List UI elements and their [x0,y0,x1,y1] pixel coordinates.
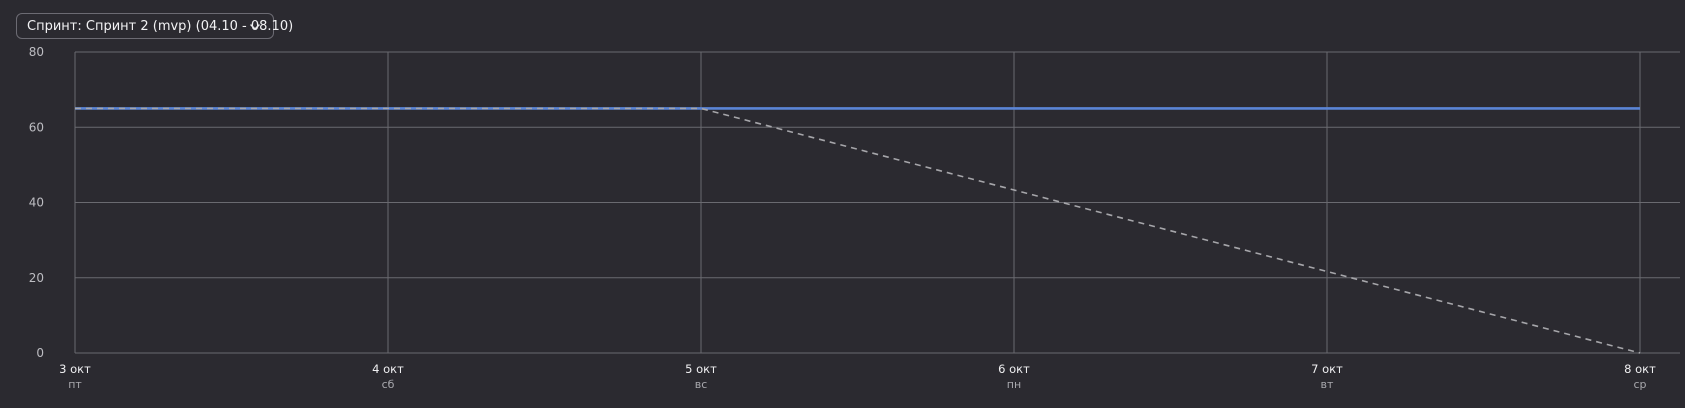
x-tick-date: 5 окт [685,362,717,376]
x-tick-date: 7 окт [1311,362,1343,376]
sprint-select-label: Спринт: Спринт 2 (mvp) (04.10 - 08.10) [27,18,294,34]
ideal-burndown-line [75,107,1641,354]
x-tick-day: ср [1633,378,1646,391]
y-tick-label: 0 [36,346,44,360]
x-tick-date: 4 окт [372,362,404,376]
x-tick-date: 8 окт [1624,362,1656,376]
x-tick-day: вт [1321,378,1334,391]
x-tick-day: пт [68,378,82,391]
sprint-select-dropdown[interactable]: Спринт: Спринт 2 (mvp) (04.10 - 08.10) [16,13,293,39]
x-tick-date: 3 окт [59,362,91,376]
x-tick-day: пн [1007,378,1021,391]
y-tick-label: 80 [29,45,44,59]
chevron-down-icon [250,24,260,30]
y-tick-label: 60 [29,120,44,134]
series-layer [75,107,1641,354]
x-tick-day: вс [695,378,708,391]
y-tick-label: 20 [29,271,44,285]
x-tick-day: сб [382,378,395,391]
label-layer: 0 20 40 60 80 3 окт пт 4 окт сб 5 окт вс 6 окт пн 7 о… [29,45,1656,391]
x-tick-date: 6 окт [998,362,1030,376]
y-tick-label: 40 [29,196,44,210]
grid-layer [74,51,1680,354]
